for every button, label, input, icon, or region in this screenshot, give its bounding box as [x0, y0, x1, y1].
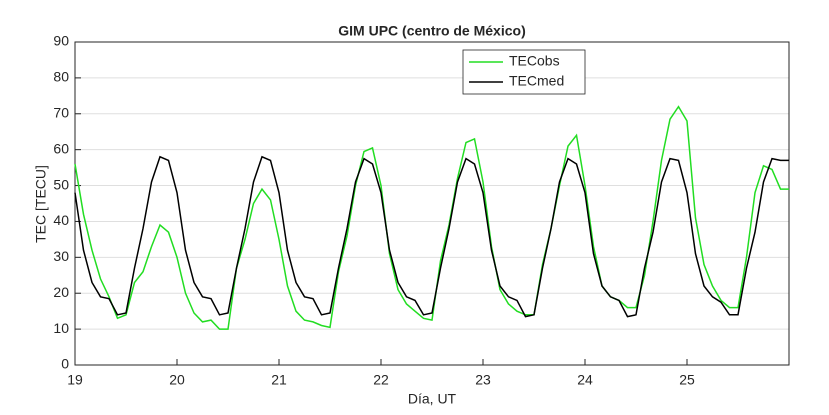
y-tick-label: 0	[61, 356, 69, 372]
legend-box	[462, 49, 586, 95]
chart-title: GIM UPC (centro de México)	[338, 23, 525, 39]
x-tick-label: 19	[67, 372, 83, 388]
y-tick-label: 80	[53, 69, 69, 85]
x-axis-label: Día, UT	[408, 391, 457, 407]
y-tick-label: 40	[53, 212, 69, 228]
y-tick-label: 60	[53, 140, 69, 156]
y-tick-label: 50	[53, 176, 69, 192]
x-tick-label: 22	[373, 372, 389, 388]
x-tick-label: 20	[169, 372, 185, 388]
x-tick-label: 24	[577, 372, 593, 388]
data-line	[74, 105, 789, 330]
x-tick-label: 25	[679, 372, 695, 388]
legend-label: TECobs	[509, 53, 560, 69]
legend-label: TECmed	[509, 73, 564, 89]
y-tick-label: 70	[53, 104, 69, 120]
y-tick-label: 90	[53, 33, 69, 49]
y-tick-label: 10	[53, 320, 69, 336]
data-line	[74, 155, 789, 318]
axes-box	[74, 41, 790, 366]
y-tick-label: 20	[53, 284, 69, 300]
x-tick-label: 21	[271, 372, 287, 388]
y-axis-label: TEC [TECU]	[33, 165, 49, 243]
y-tick-label: 30	[53, 248, 69, 264]
x-tick-label: 23	[475, 372, 491, 388]
